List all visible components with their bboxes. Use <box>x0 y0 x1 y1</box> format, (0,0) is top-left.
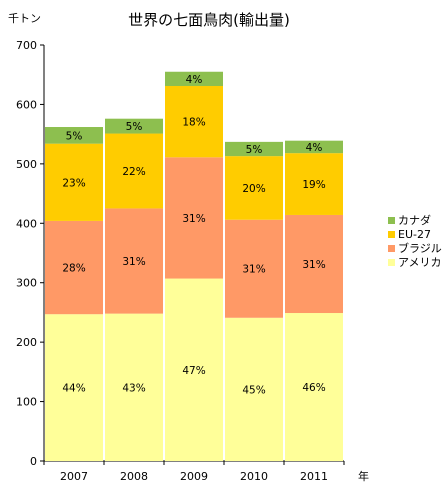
data-label: 4% <box>186 74 203 86</box>
bar-segment <box>105 133 163 209</box>
x-tick-label: 2011 <box>300 470 328 483</box>
chart-title: 世界の七面鳥肉(輸出量) <box>128 11 290 29</box>
data-label: 20% <box>242 183 265 195</box>
bar-segment <box>45 143 103 221</box>
data-label: 28% <box>62 263 85 275</box>
data-label: 31% <box>242 264 265 276</box>
y-tick-label: 200 <box>16 336 37 349</box>
data-label: 31% <box>302 259 325 271</box>
bar-segment <box>45 220 103 315</box>
bar-segment <box>165 86 223 158</box>
plot-area: 0 100 200 300 400 500 600 700 44% 28% 23% 5% 2007 43%… <box>16 39 345 483</box>
x-tick-label: 2009 <box>180 470 208 483</box>
data-label: 46% <box>302 382 325 394</box>
data-label: 43% <box>122 382 145 394</box>
legend-label: ブラジル <box>398 241 442 255</box>
data-label: 4% <box>306 142 323 154</box>
y-tick-label: 0 <box>30 455 37 468</box>
data-label: 22% <box>122 166 145 178</box>
data-label: 5% <box>66 130 83 142</box>
data-label: 31% <box>182 213 205 225</box>
bar-segment <box>285 153 343 215</box>
bar-segment <box>45 127 103 144</box>
legend-swatch <box>388 259 395 266</box>
x-tick-label: 2010 <box>240 470 268 483</box>
y-tick-label: 500 <box>16 158 37 171</box>
bar-segment <box>45 314 103 461</box>
data-label: 23% <box>62 177 85 189</box>
bar-segment <box>285 140 343 154</box>
y-tick-label: 700 <box>16 39 37 52</box>
y-axis-unit: 千トン <box>8 12 41 25</box>
bar-segment <box>285 313 343 461</box>
bar-segment <box>225 141 283 157</box>
legend-label: EU-27 <box>398 228 431 241</box>
x-tick-label: 2008 <box>120 470 148 483</box>
bar-segment <box>225 156 283 220</box>
data-label: 19% <box>302 179 325 191</box>
bar-segment <box>105 313 163 461</box>
x-tick-label: 2007 <box>60 470 88 483</box>
x-axis-unit: 年 <box>358 469 369 483</box>
bar-segment <box>285 214 343 314</box>
data-label: 5% <box>126 121 143 133</box>
bar-segment <box>165 71 223 87</box>
legend-swatch <box>388 245 395 252</box>
data-label: 5% <box>246 144 263 156</box>
y-tick-label: 100 <box>16 396 37 409</box>
data-label: 31% <box>122 256 145 268</box>
y-tick-label: 600 <box>16 98 37 111</box>
data-label: 47% <box>182 365 205 377</box>
legend-swatch <box>388 217 395 224</box>
bar-segment <box>165 157 223 279</box>
legend-swatch <box>388 231 395 238</box>
data-label: 45% <box>242 384 265 396</box>
legend-label: アメリカ <box>398 256 441 269</box>
data-label: 18% <box>182 117 205 129</box>
bar-segment <box>165 278 223 461</box>
bar-segment <box>105 208 163 314</box>
y-tick-label: 300 <box>16 277 37 290</box>
bar-segment <box>105 118 163 134</box>
y-tick-label: 400 <box>16 217 37 230</box>
legend-label: カナダ <box>398 213 431 227</box>
bar-segment <box>225 317 283 461</box>
bar-segment <box>225 219 283 318</box>
data-label: 44% <box>62 383 85 395</box>
